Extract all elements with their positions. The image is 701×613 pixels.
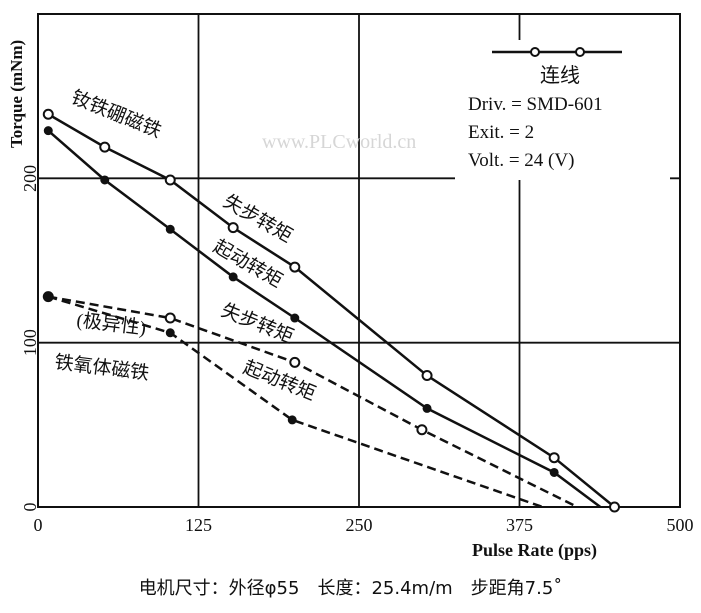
annotation-ferrite: 铁氧体磁铁 <box>53 351 150 384</box>
x-tick-label: 125 <box>185 515 212 535</box>
data-point <box>289 261 301 273</box>
y-tick-label: 100 <box>20 329 40 356</box>
data-point <box>227 222 239 234</box>
legend-line: Exit. = 2 <box>468 122 534 143</box>
data-point <box>164 174 176 186</box>
x-tick-label: 375 <box>506 515 533 535</box>
data-point <box>165 328 175 338</box>
series-line-3 <box>47 295 544 509</box>
data-point <box>42 108 54 120</box>
data-point <box>228 272 238 282</box>
y-axis-label: Torque (mNm) <box>7 40 26 148</box>
data-point <box>43 292 53 302</box>
data-point <box>164 312 176 324</box>
series-line-1 <box>47 129 602 509</box>
data-point <box>100 175 110 185</box>
legend: 连线 Driv. = SMD-601 Exit. = 2 Volt. = 24 … <box>455 40 670 180</box>
x-tick-label: 0 <box>34 515 43 535</box>
y-tick-label: 200 <box>20 165 40 192</box>
legend-line: Volt. = 24 (V) <box>468 150 574 171</box>
data-point <box>548 452 560 464</box>
legend-marker-label: 连线 <box>540 64 580 87</box>
data-point <box>421 370 433 382</box>
data-point <box>290 313 300 323</box>
watermark: www.PLCworld.cn <box>262 131 416 153</box>
x-tick-label: 250 <box>346 515 373 535</box>
annotation-pullout: 失步转矩 <box>220 190 297 247</box>
data-point <box>43 126 53 136</box>
series-line-0 <box>47 113 616 508</box>
annotation-pullin-ferrite: 起动转矩 <box>240 356 319 405</box>
annotation-polar: (极异性) <box>75 309 147 339</box>
annotation-pullout-ferrite: 失步转矩 <box>218 299 297 348</box>
data-point <box>416 424 428 436</box>
y-tick-label: 0 <box>20 503 40 512</box>
data-point <box>609 501 621 513</box>
data-point <box>289 356 301 368</box>
data-point <box>99 141 111 153</box>
data-point <box>165 224 175 234</box>
data-point <box>422 403 432 413</box>
x-axis-label: Pulse Rate (pps) <box>472 540 597 561</box>
data-point <box>549 467 559 477</box>
caption: 电机尺寸：外径φ55 长度：25.4m/m 步距角7.5˚ <box>138 578 563 599</box>
data-point <box>287 415 297 425</box>
legend-line: Driv. = SMD-601 <box>468 94 603 115</box>
annotation-pullin: 起动转矩 <box>210 235 287 292</box>
x-tick-label: 500 <box>667 515 694 535</box>
